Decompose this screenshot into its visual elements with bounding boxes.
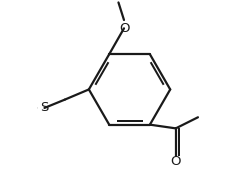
Text: O: O bbox=[119, 22, 129, 35]
Text: S: S bbox=[40, 101, 49, 114]
Text: O: O bbox=[171, 155, 181, 168]
